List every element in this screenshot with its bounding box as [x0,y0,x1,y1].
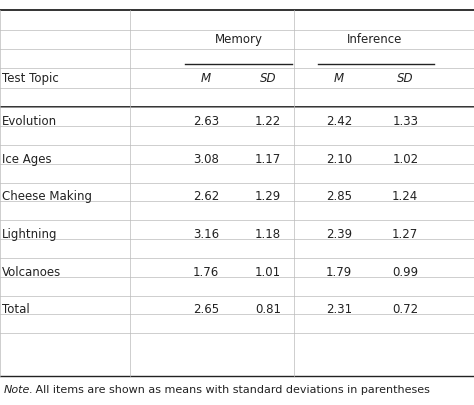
Text: Cheese Making: Cheese Making [2,190,92,203]
Text: All items are shown as means with standard deviations in parentheses: All items are shown as means with standa… [32,385,430,394]
Text: 2.42: 2.42 [326,115,352,128]
Text: 1.18: 1.18 [255,228,281,241]
Text: 1.24: 1.24 [392,190,419,203]
Text: Evolution: Evolution [2,115,57,128]
Text: 1.76: 1.76 [193,266,219,279]
Text: SD: SD [397,72,413,85]
Text: 0.81: 0.81 [255,303,281,316]
Text: 2.65: 2.65 [193,303,219,316]
Text: Total: Total [2,303,30,316]
Text: 1.02: 1.02 [392,153,419,166]
Text: 1.22: 1.22 [255,115,281,128]
Text: Inference: Inference [347,33,402,46]
Text: 2.31: 2.31 [326,303,352,316]
Text: SD: SD [260,72,276,85]
Text: 0.72: 0.72 [392,303,419,316]
Text: 1.17: 1.17 [255,153,281,166]
Text: Ice Ages: Ice Ages [2,153,52,166]
Text: 0.99: 0.99 [392,266,419,279]
Text: 1.79: 1.79 [326,266,352,279]
Text: 2.10: 2.10 [326,153,352,166]
Text: 1.27: 1.27 [392,228,419,241]
Text: Volcanoes: Volcanoes [2,266,62,279]
Text: 1.01: 1.01 [255,266,281,279]
Text: Lightning: Lightning [2,228,58,241]
Text: Memory: Memory [215,33,264,46]
Text: 2.62: 2.62 [193,190,219,203]
Text: 1.29: 1.29 [255,190,281,203]
Text: 3.16: 3.16 [193,228,219,241]
Text: M: M [334,72,344,85]
Text: 2.63: 2.63 [193,115,219,128]
Text: M: M [201,72,211,85]
Text: Test Topic: Test Topic [2,72,59,85]
Text: 2.39: 2.39 [326,228,352,241]
Text: 2.85: 2.85 [326,190,352,203]
Text: Note.: Note. [4,385,34,394]
Text: 3.08: 3.08 [193,153,219,166]
Text: 1.33: 1.33 [392,115,418,128]
